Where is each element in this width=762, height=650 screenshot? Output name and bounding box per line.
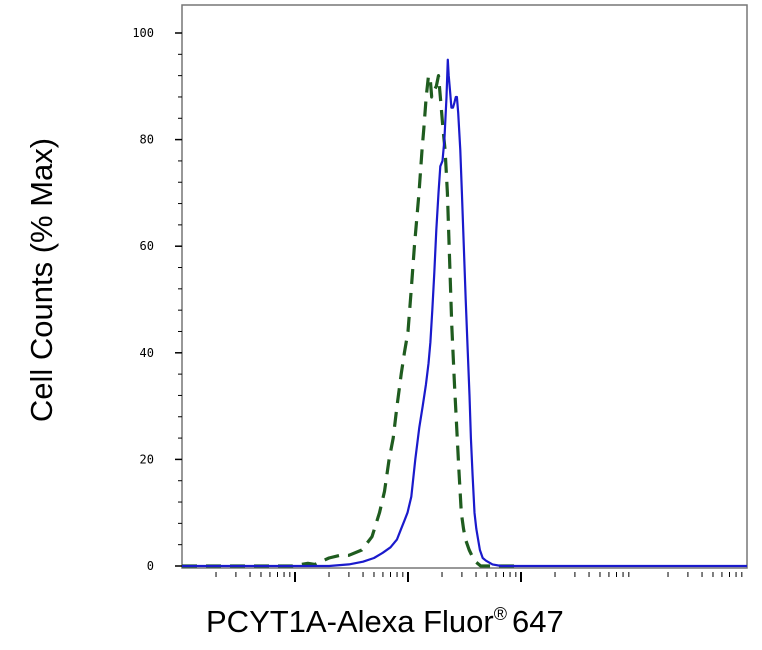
y-tick-label: 40 — [140, 346, 154, 360]
plot-frame — [181, 4, 748, 569]
x-axis — [215, 572, 743, 582]
y-tick-label: 60 — [140, 239, 154, 253]
solid-series-line — [182, 58, 747, 568]
y-tick-label: 100 — [132, 26, 154, 40]
y-tick-label: 80 — [140, 133, 154, 147]
y-tick-label: 0 — [147, 559, 154, 573]
dashed-series-line — [182, 74, 521, 568]
y-axis: 0 20 40 60 80 100 — [132, 26, 182, 573]
x-axis-title-registered-mark: ® — [494, 604, 507, 624]
x-axis-title: PCYT1A-Alexa Fluor® 647 — [206, 604, 564, 639]
y-tick-label: 20 — [140, 452, 154, 466]
y-axis-title: Cell Counts (% Max) — [24, 138, 59, 422]
series-layer — [182, 58, 747, 568]
x-axis-title-main: PCYT1A-Alexa Fluor — [206, 604, 494, 639]
x-axis-title-suffix: 647 — [512, 604, 564, 639]
